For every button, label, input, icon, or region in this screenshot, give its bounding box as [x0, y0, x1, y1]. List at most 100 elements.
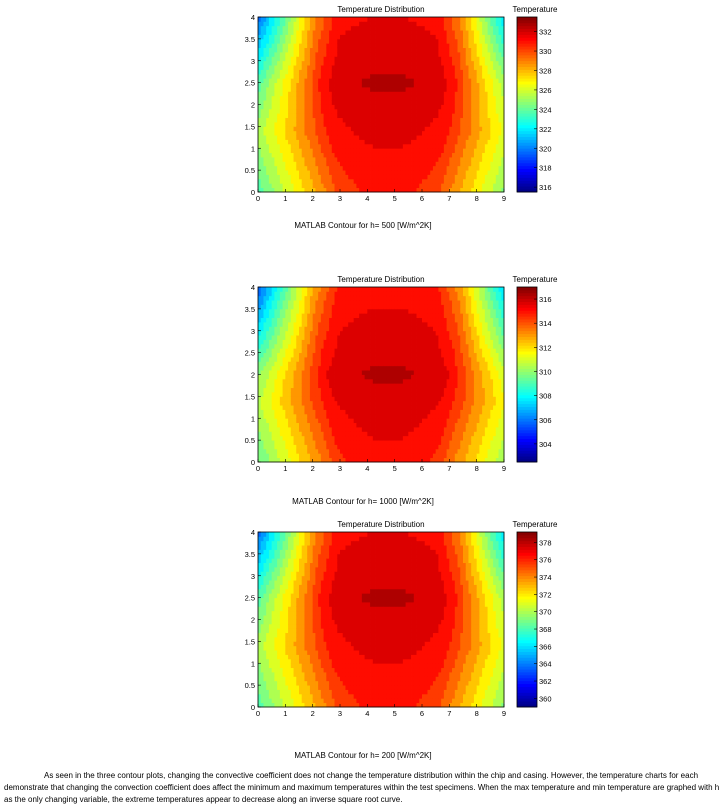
contour-cell [391, 56, 396, 62]
contour-cell [266, 104, 270, 110]
contour-cell [282, 21, 286, 27]
contour-cell [449, 148, 453, 154]
contour-cell [285, 56, 289, 62]
contour-cell [487, 117, 491, 123]
contour-cell [304, 405, 308, 410]
contour-cell [438, 38, 442, 44]
contour-cell [315, 69, 319, 75]
contour-cell [427, 135, 431, 140]
contour-cell [299, 73, 303, 79]
contour-cell [334, 457, 338, 463]
contour-cell [282, 100, 286, 105]
contour-cell [375, 87, 379, 92]
contour-cell [430, 17, 434, 22]
contour-cell [307, 161, 311, 167]
contour-cell [312, 25, 316, 31]
contour-cell [304, 60, 308, 66]
contour-cell [309, 117, 314, 123]
contour-cell [413, 113, 417, 119]
contour-cell [266, 326, 270, 332]
colorbar-segment [517, 72, 537, 76]
contour-cell [290, 135, 294, 140]
contour-cell [307, 348, 311, 354]
contour-cell [383, 87, 387, 92]
contour-cell [271, 400, 275, 406]
contour-cell [290, 383, 294, 389]
contour-cell [342, 135, 346, 140]
contour-cell [463, 165, 467, 171]
contour-cell [427, 78, 431, 84]
contour-cell [378, 104, 382, 110]
contour-cell [438, 148, 442, 154]
contour-cell [312, 183, 316, 189]
contour-cell [438, 30, 442, 35]
contour-cell [452, 104, 456, 110]
contour-cell [370, 139, 374, 145]
contour-cell [356, 117, 360, 123]
contour-cell [323, 47, 327, 53]
contour-cell [411, 170, 415, 175]
contour-cell [381, 69, 385, 75]
contour-cell [394, 21, 398, 27]
contour-cell [304, 161, 308, 167]
contour-cell [435, 161, 439, 167]
contour-cell [285, 25, 289, 31]
contour-cell [293, 387, 297, 393]
contour-cell [473, 100, 478, 105]
contour-cell [424, 25, 428, 31]
contour-cell [402, 38, 406, 44]
contour-cell [340, 91, 344, 97]
contour-cell [279, 365, 283, 371]
contour-cell [484, 113, 488, 119]
contour-cell [307, 95, 311, 101]
contour-cell [309, 343, 314, 349]
contour-cell [301, 152, 305, 158]
contour-cell [454, 139, 458, 145]
contour-cell [411, 78, 415, 84]
contour-cell [318, 304, 322, 310]
contour-cell [318, 413, 322, 419]
contour-cell [258, 56, 262, 62]
contour-cell [323, 427, 327, 432]
contour-cell [337, 113, 341, 119]
contour-cell [323, 65, 327, 70]
contour-cell [271, 348, 275, 354]
contour-cell [471, 143, 475, 149]
contour-cell [490, 78, 494, 84]
contour-cell [350, 187, 355, 193]
contour-cell [413, 21, 417, 27]
contour-cell [326, 304, 330, 310]
contour-cell [334, 330, 338, 336]
contour-cell [329, 157, 333, 162]
contour-cell [260, 400, 264, 406]
contour-cell [356, 130, 360, 136]
contour-cell [432, 17, 437, 22]
contour-cell [315, 117, 319, 123]
contour-cell [463, 161, 467, 167]
contour-cell [274, 113, 278, 119]
contour-cell [340, 392, 344, 397]
contour-cell [263, 161, 267, 167]
contour-cell [309, 361, 314, 367]
contour-cell [463, 47, 467, 53]
contour-cell [441, 157, 445, 162]
contour-cell [468, 34, 472, 40]
contour-cell [312, 291, 316, 297]
contour-cell [334, 165, 338, 171]
contour-cell [260, 113, 264, 119]
contour-cell [309, 374, 314, 380]
contour-cell [329, 100, 333, 105]
contour-cell [307, 330, 311, 336]
contour-cell [350, 95, 355, 101]
contour-cell [293, 431, 297, 437]
contour-cell [258, 95, 262, 101]
contour-cell [345, 157, 349, 162]
contour-cell [370, 43, 374, 49]
contour-cell [367, 21, 371, 27]
contour-cell [329, 352, 333, 358]
contour-cell [419, 113, 423, 119]
contour-cell [435, 43, 439, 49]
contour-cell [402, 100, 406, 105]
contour-cell [290, 187, 294, 193]
contour-cell [271, 139, 275, 145]
